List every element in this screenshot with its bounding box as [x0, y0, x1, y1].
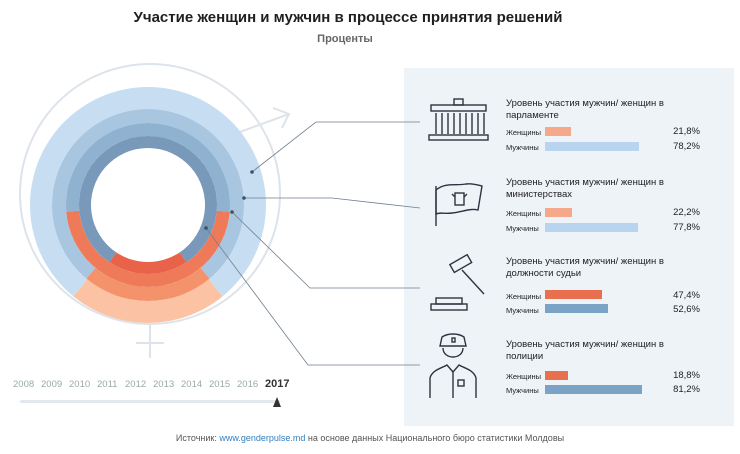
bar-women-2: [545, 290, 602, 299]
series-label-women: Женщины: [506, 292, 542, 301]
series-label-women: Женщины: [506, 209, 542, 218]
timeline-handle-icon[interactable]: [273, 397, 281, 407]
source-note: Источник: www.genderpulse.md на основе д…: [0, 433, 740, 443]
gavel-icon: [430, 253, 485, 311]
series-label-women: Женщины: [506, 128, 542, 137]
value-label-women: 22,2%: [673, 207, 700, 218]
bar-women-0: [545, 127, 572, 136]
gender-symbol-icon: [19, 63, 291, 358]
source-link[interactable]: www.genderpulse.md: [219, 433, 306, 443]
series-label-men: Мужчины: [506, 306, 539, 315]
year-2013[interactable]: 2013: [153, 379, 175, 390]
year-2017-selected[interactable]: 2017: [265, 378, 290, 390]
ring-men-0: [29, 87, 266, 297]
series-label-men: Мужчины: [506, 224, 539, 233]
connector-line-2: [231, 211, 420, 289]
source-prefix: Источник:: [175, 433, 217, 443]
page-title: Участие женщин и мужчин в процессе приня…: [133, 9, 563, 26]
connector-dot-3: [204, 226, 208, 230]
year-2015[interactable]: 2015: [209, 379, 231, 390]
connector-lines: [204, 121, 421, 366]
ring-women-3: [109, 252, 187, 274]
timeline-slider[interactable]: [20, 397, 281, 407]
ring-women-0: [73, 279, 223, 323]
bar-men-0: [545, 142, 639, 151]
series-label-men: Мужчины: [506, 143, 539, 152]
connector-dot-0: [250, 170, 254, 174]
value-label-men: 52,6%: [673, 304, 700, 315]
year-2012[interactable]: 2012: [125, 379, 147, 390]
year-2010[interactable]: 2010: [69, 379, 91, 390]
year-2008[interactable]: 2008: [13, 379, 35, 390]
category-label: Уровень участия мужчин/ женщин в министе…: [506, 177, 664, 200]
category-label: Уровень участия мужчин/ женщин в должнос…: [506, 256, 664, 279]
donut-rings: [29, 87, 266, 323]
bar-men-1: [545, 223, 639, 232]
ring-women-1: [86, 267, 210, 301]
ring-men-2: [66, 123, 230, 212]
series-label-men: Мужчины: [506, 386, 539, 395]
year-2011[interactable]: 2011: [97, 379, 118, 390]
value-label-men: 78,2%: [673, 141, 700, 152]
source-suffix: на основе данных Национального бюро стат…: [307, 433, 565, 443]
connector-line-0: [251, 121, 420, 173]
category-label: Уровень участия мужчин/ женщин в полиции: [506, 339, 664, 362]
connector-dot-2: [230, 210, 234, 214]
series-label-women: Женщины: [506, 372, 542, 381]
bar-women-3: [545, 371, 568, 380]
parliament-icon: [428, 98, 489, 141]
value-label-women: 21,8%: [673, 126, 700, 137]
bar-women-1: [545, 208, 572, 217]
value-label-men: 77,8%: [673, 222, 700, 233]
year-2014[interactable]: 2014: [181, 379, 203, 390]
ring-women-2: [66, 210, 230, 287]
value-label-women: 18,8%: [673, 370, 700, 381]
bar-men-3: [545, 385, 643, 394]
ring-men-1: [52, 109, 244, 279]
connector-line-1: [244, 197, 421, 209]
category-label: Уровень участия мужчин/ женщин в парламе…: [506, 98, 664, 121]
year-2016[interactable]: 2016: [237, 379, 259, 390]
year-2009[interactable]: 2009: [41, 379, 63, 390]
page-subtitle: Проценты: [317, 33, 373, 45]
bar-men-2: [545, 304, 609, 313]
value-label-men: 81,2%: [673, 384, 700, 395]
connector-line-3: [205, 227, 420, 366]
value-label-women: 47,4%: [673, 290, 700, 301]
connector-dot-1: [242, 196, 246, 200]
police-officer-icon: [429, 333, 477, 398]
flag-icon: [435, 183, 483, 226]
